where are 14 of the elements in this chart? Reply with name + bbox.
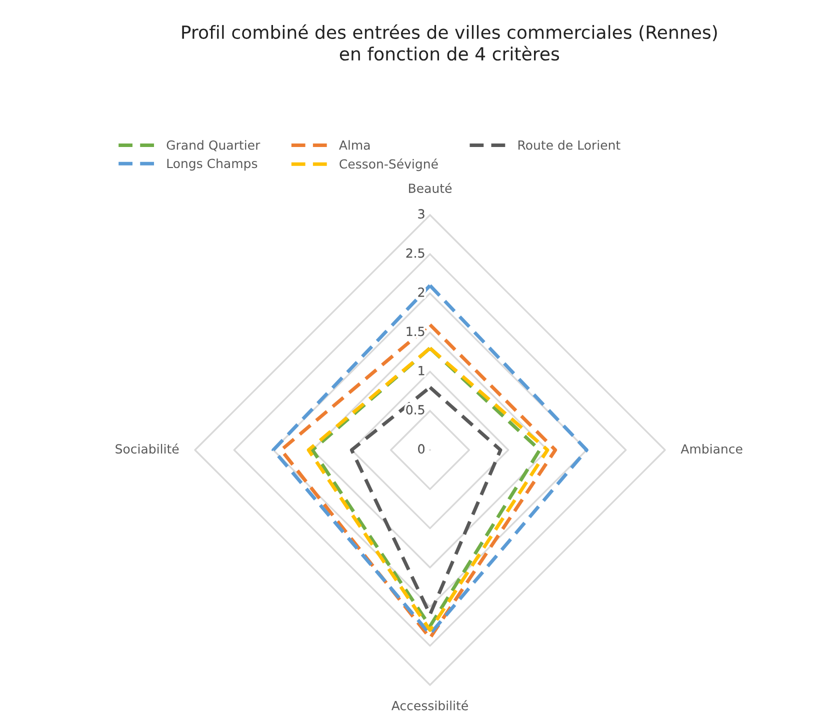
y-tick-label: 0 [418,444,424,454]
spoke-label: Beauté [409,182,452,193]
legend-label: Route de Lorient [518,140,620,150]
y-tick-label: 1 [418,366,424,376]
y-tick-label: 2.5 [406,248,424,258]
chart-title: Profil combiné des entrées de villes commerciales (Rennes) en fonction de 4 critères [182,24,717,61]
legend-label: Grand Quartier [166,140,260,152]
y-tick-label: 3 [418,209,424,219]
legend-label: Alma [339,140,370,150]
legend-label: Longs Champs [167,158,258,171]
legend-label: Cesson-Sévigné [340,158,438,172]
spoke-label: Sociabilité [116,443,179,454]
spoke-label: Ambiance [680,444,742,454]
spoke-label: Accessibilité [391,700,468,710]
